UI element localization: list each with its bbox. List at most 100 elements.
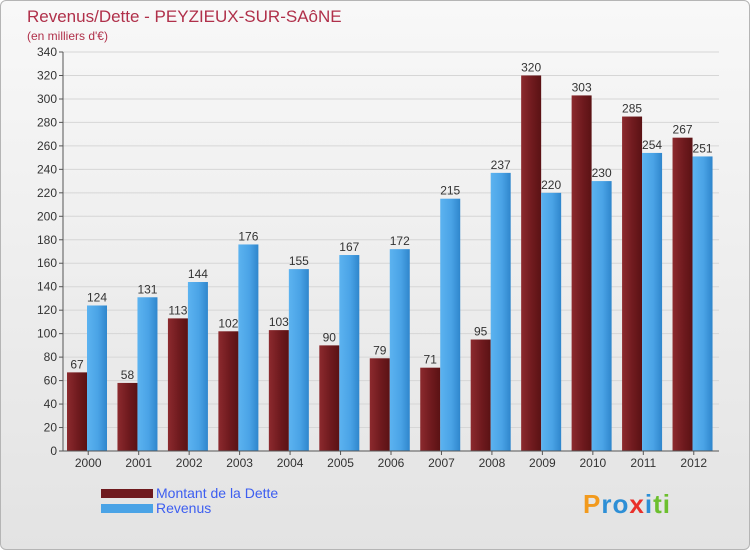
logo-letter: P <box>583 489 602 519</box>
x-tick-label: 2001 <box>125 456 152 470</box>
y-tick-label: 240 <box>37 162 57 176</box>
x-tick-label: 2010 <box>579 456 606 470</box>
bar-revenus <box>591 181 612 451</box>
y-tick-label: 140 <box>37 280 57 294</box>
legend-swatch-debt <box>101 489 153 498</box>
x-tick-label: 2012 <box>680 456 707 470</box>
y-tick-label: 300 <box>37 92 57 106</box>
data-label: 58 <box>121 368 135 382</box>
legend-swatch-revenus <box>101 504 153 513</box>
data-label: 95 <box>474 325 488 339</box>
legend-label-debt: Montant de la Dette <box>156 485 279 501</box>
y-tick-label: 280 <box>37 115 57 129</box>
bar-revenus <box>137 297 158 451</box>
bar-revenus <box>288 269 309 451</box>
data-label: 102 <box>218 316 238 330</box>
bar-dette <box>571 95 592 451</box>
x-tick-label: 2004 <box>277 456 304 470</box>
data-labels: 67 124 58 131 113 144 102 176 103 155 90 167 79 172 71… <box>70 60 713 381</box>
logo-letter: x <box>629 489 645 519</box>
x-tick-label: 2008 <box>479 456 506 470</box>
axes: 0 20 40 60 80 100 120 140 160 180 200 220 240 260 280 3… <box>37 45 719 470</box>
data-label: 230 <box>592 166 612 180</box>
bar-dette <box>319 345 340 451</box>
y-tick-label: 180 <box>37 233 57 247</box>
bar-dette <box>672 137 693 451</box>
logo-letter: t <box>653 489 663 519</box>
bar-revenus <box>541 192 562 451</box>
y-tick-label: 60 <box>44 374 58 388</box>
bar-revenus <box>87 305 107 451</box>
bar-chart: 67 124 58 131 113 144 102 176 103 155 90 167 79 172 71… <box>37 45 719 470</box>
bar-dette <box>218 331 239 451</box>
data-label: 79 <box>373 343 387 357</box>
bar-revenus <box>187 282 208 451</box>
data-label: 220 <box>541 178 561 192</box>
data-label: 215 <box>440 184 460 198</box>
bar-dette <box>420 367 441 451</box>
logo-letter: o <box>612 489 630 519</box>
bar-revenus <box>692 156 713 451</box>
data-label: 155 <box>289 254 309 268</box>
bar-dette <box>369 358 390 451</box>
logo-letter: i <box>662 489 671 519</box>
data-label: 90 <box>323 330 337 344</box>
chart-subtitle: (en milliers d'€) <box>27 29 108 43</box>
data-label: 303 <box>572 80 592 94</box>
data-label: 71 <box>424 353 438 367</box>
data-label: 144 <box>188 267 208 281</box>
data-label: 176 <box>238 229 258 243</box>
logo-letter: r <box>601 489 613 519</box>
bar-revenus <box>440 198 461 451</box>
data-label: 320 <box>521 60 541 74</box>
bar-revenus <box>339 255 360 451</box>
data-label: 267 <box>673 123 693 137</box>
bar-revenus <box>642 152 663 451</box>
data-label: 285 <box>622 102 642 116</box>
data-label: 67 <box>70 357 84 371</box>
y-tick-label: 40 <box>44 397 58 411</box>
y-tick-label: 20 <box>44 421 58 435</box>
bar-revenus <box>389 249 410 451</box>
bar-dette <box>67 372 87 451</box>
y-tick-label: 0 <box>50 444 57 458</box>
data-label: 251 <box>693 141 713 155</box>
x-tick-label: 2007 <box>428 456 455 470</box>
x-tick-label: 2000 <box>75 456 102 470</box>
y-tick-label: 80 <box>44 350 58 364</box>
bar-revenus <box>490 172 511 451</box>
x-tick-label: 2003 <box>226 456 253 470</box>
y-tick-label: 260 <box>37 139 57 153</box>
bar-dette <box>521 75 542 452</box>
bar-dette <box>117 382 138 451</box>
bars <box>67 75 713 452</box>
x-tick-label: 2005 <box>327 456 354 470</box>
y-tick-label: 340 <box>37 45 57 59</box>
proxiti-logo: Proxiti <box>583 489 671 520</box>
y-tick-label: 100 <box>37 327 57 341</box>
y-tick-label: 220 <box>37 186 57 200</box>
y-tick-label: 320 <box>37 68 57 82</box>
data-label: 237 <box>491 158 511 172</box>
y-tick-label: 160 <box>37 256 57 270</box>
bar-dette <box>268 330 289 451</box>
x-tick-label: 2009 <box>529 456 556 470</box>
data-label: 131 <box>137 282 157 296</box>
bar-revenus <box>238 244 259 451</box>
data-label: 103 <box>269 315 289 329</box>
legend-label-revenus: Revenus <box>156 500 212 516</box>
bar-dette <box>622 116 643 451</box>
chart-title: Revenus/Dette - PEYZIEUX-SUR-SAôNE <box>27 7 342 26</box>
data-label: 113 <box>168 303 187 317</box>
x-tick-label: 2011 <box>630 456 656 470</box>
x-tick-label: 2002 <box>176 456 203 470</box>
data-label: 167 <box>339 240 359 254</box>
y-tick-label: 120 <box>37 303 57 317</box>
logo-letter: i <box>644 489 654 519</box>
y-tick-label: 200 <box>37 209 57 223</box>
bar-dette <box>470 339 491 451</box>
data-label: 254 <box>642 138 662 152</box>
x-tick-label: 2006 <box>378 456 405 470</box>
data-label: 172 <box>390 234 410 248</box>
